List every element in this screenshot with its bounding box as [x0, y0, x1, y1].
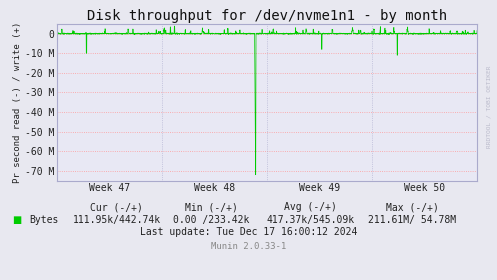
Text: 0.00 /233.42k: 0.00 /233.42k: [173, 215, 249, 225]
Text: RRDTOOL / TOBI OETIKER: RRDTOOL / TOBI OETIKER: [486, 65, 491, 148]
Text: Min (-/+): Min (-/+): [185, 202, 238, 212]
Text: Last update: Tue Dec 17 16:00:12 2024: Last update: Tue Dec 17 16:00:12 2024: [140, 227, 357, 237]
Text: Cur (-/+): Cur (-/+): [90, 202, 143, 212]
Text: Bytes: Bytes: [29, 215, 58, 225]
Text: Munin 2.0.33-1: Munin 2.0.33-1: [211, 242, 286, 251]
Text: 211.61M/ 54.78M: 211.61M/ 54.78M: [368, 215, 457, 225]
Text: Avg (-/+): Avg (-/+): [284, 202, 337, 212]
Text: ■: ■: [12, 215, 22, 225]
Title: Disk throughput for /dev/nvme1n1 - by month: Disk throughput for /dev/nvme1n1 - by mo…: [87, 9, 447, 23]
Text: 111.95k/442.74k: 111.95k/442.74k: [73, 215, 161, 225]
Y-axis label: Pr second read (-) / write (+): Pr second read (-) / write (+): [13, 22, 22, 183]
Text: 417.37k/545.09k: 417.37k/545.09k: [266, 215, 355, 225]
Text: Max (-/+): Max (-/+): [386, 202, 439, 212]
